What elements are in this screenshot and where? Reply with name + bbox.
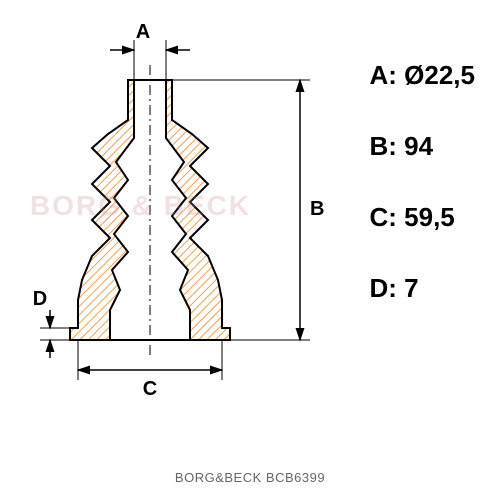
dim-label-b: B <box>310 198 324 220</box>
measurement-d: D: 7 <box>370 273 476 304</box>
measurement-c: C: 59,5 <box>370 202 476 233</box>
footer-partnumber: BCB6399 <box>266 470 325 485</box>
dim-label-d: D <box>33 288 47 310</box>
dim-label-c: C <box>143 378 157 400</box>
diagram-area: B A C D BORG & BECK A: Ø22,5 <box>10 10 490 410</box>
measurement-list: A: Ø22,5 B: 94 C: 59,5 D: 7 <box>370 60 476 304</box>
measurement-a: A: Ø22,5 <box>370 60 476 91</box>
footer-brand: BORG&BECK <box>175 470 262 485</box>
measurement-b: B: 94 <box>370 131 476 162</box>
footer: BORG&BECK BCB6399 <box>0 470 500 485</box>
dim-label-a: A <box>136 21 150 43</box>
